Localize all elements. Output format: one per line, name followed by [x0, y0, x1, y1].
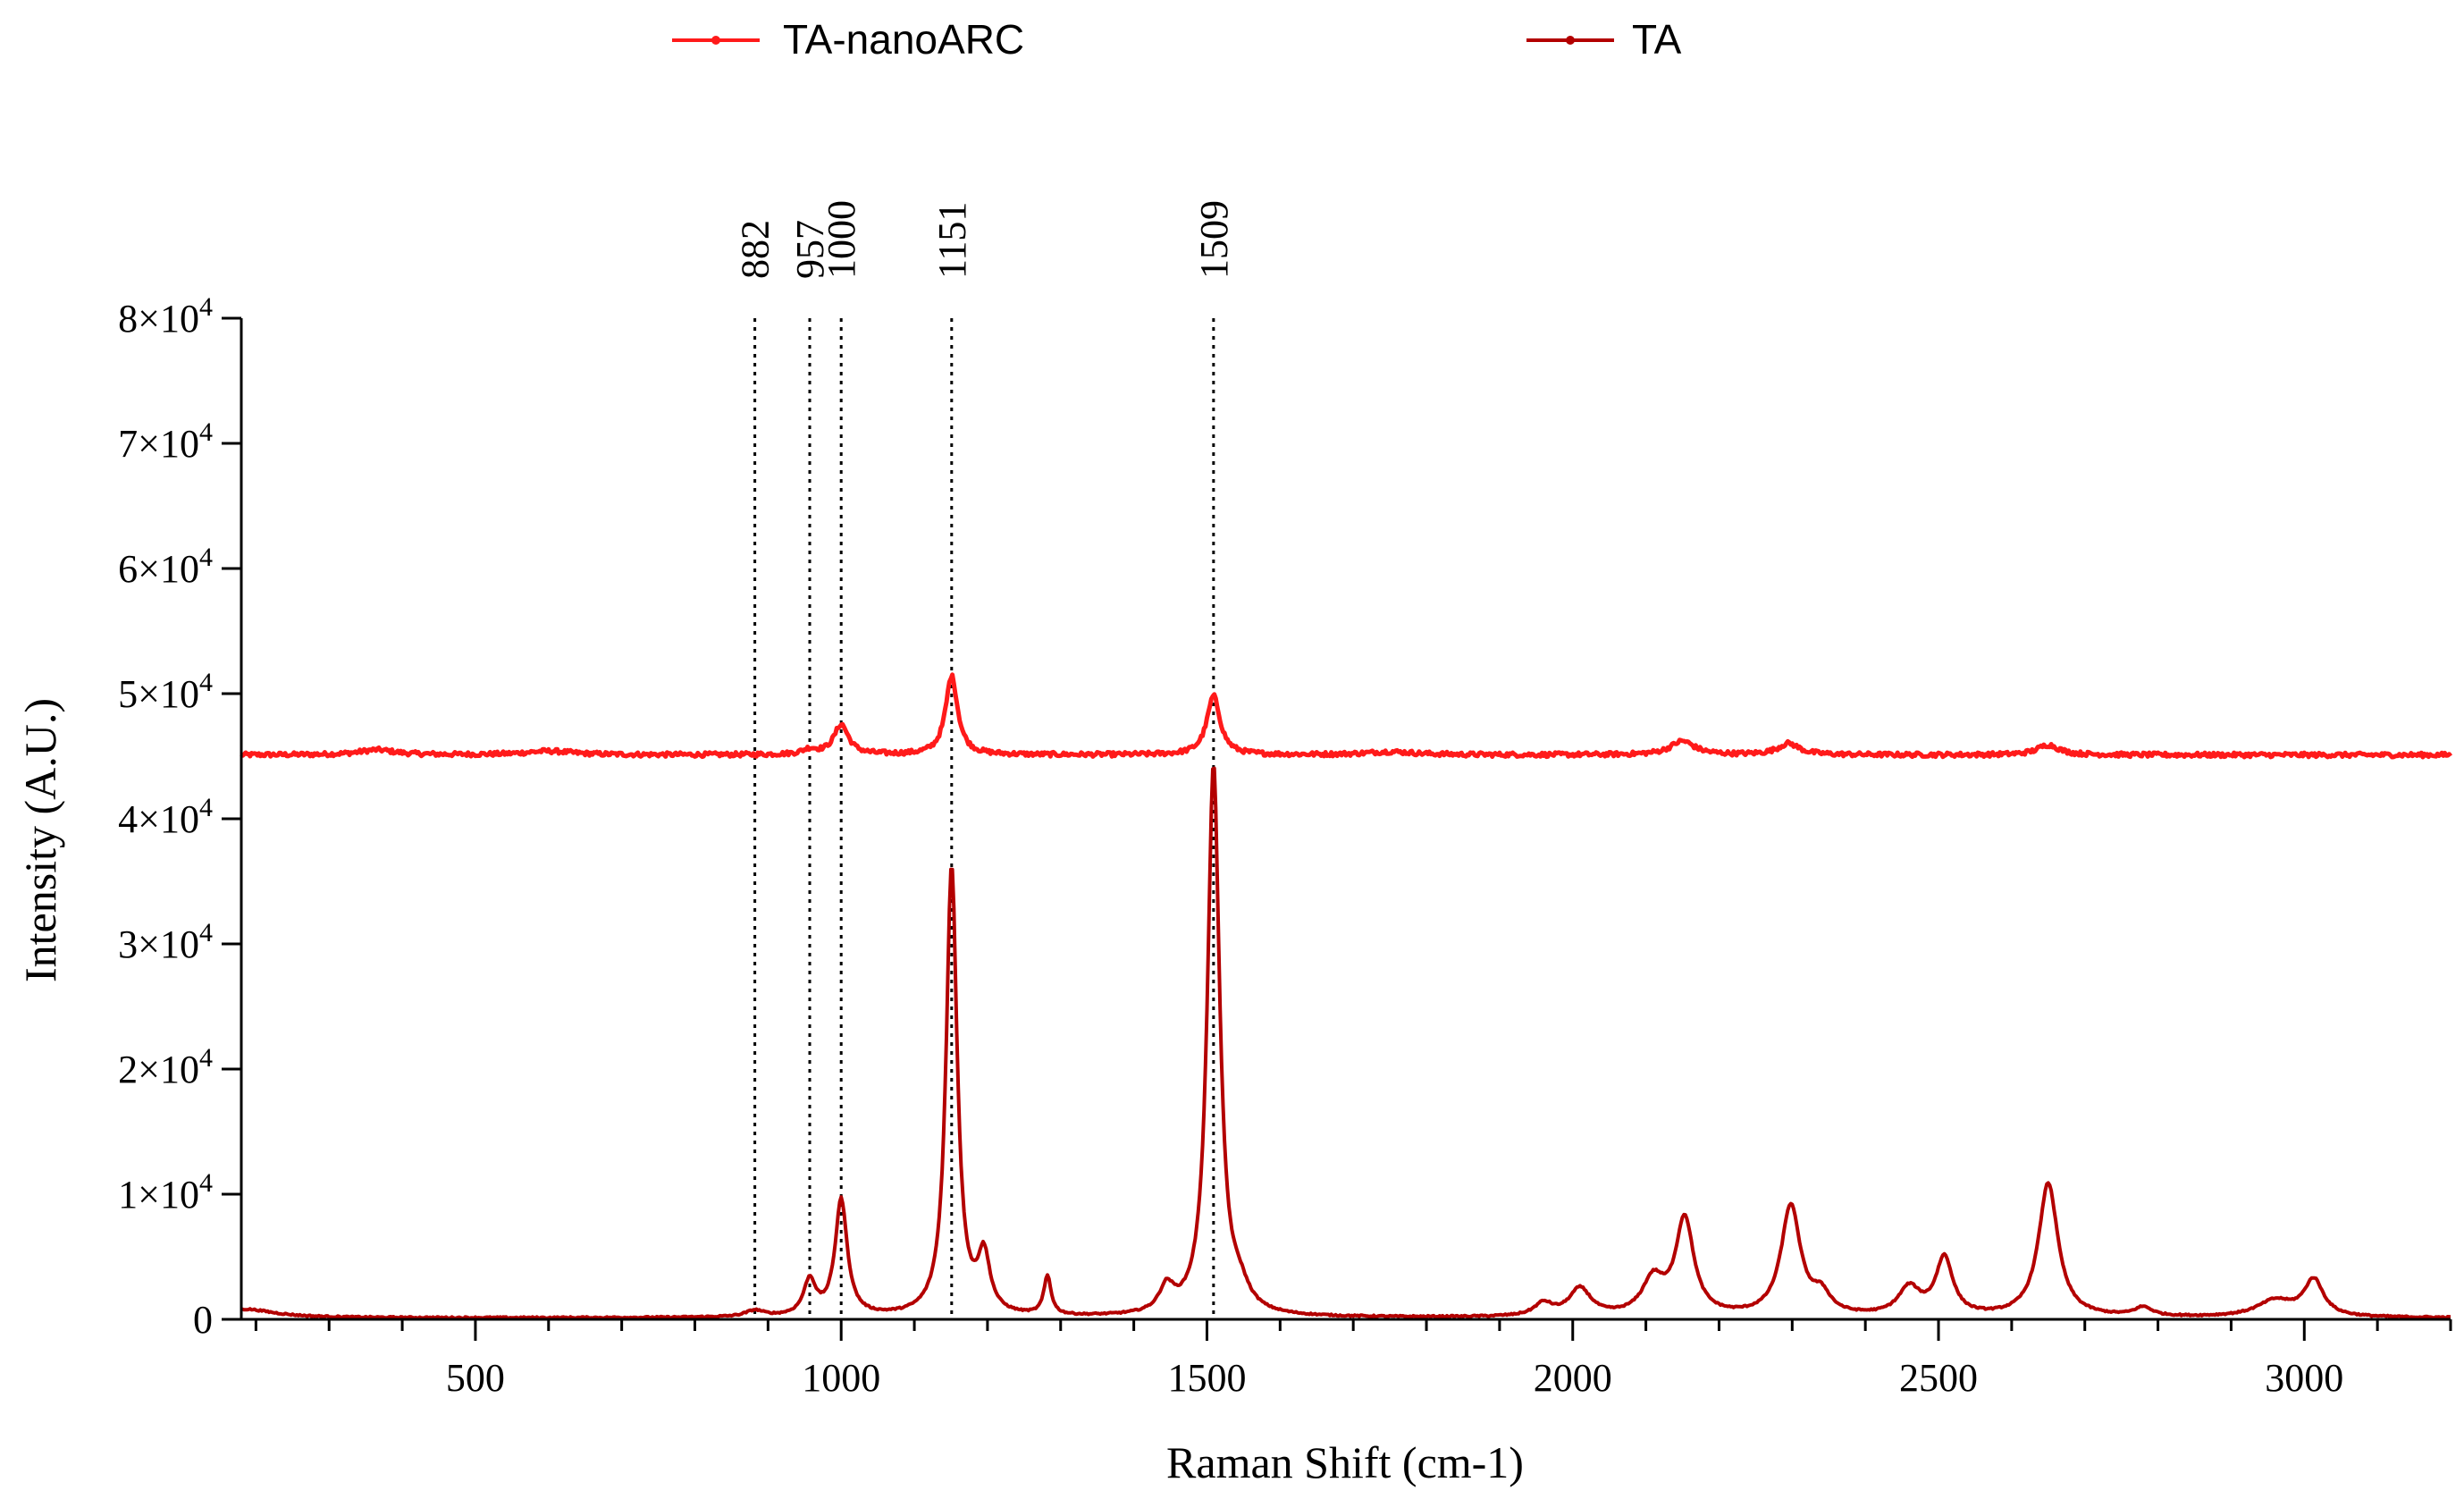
legend-marker-ta	[1566, 36, 1575, 45]
series-line-ta	[240, 766, 2451, 1320]
y-tick-label: 5×104	[118, 668, 213, 716]
y-tick-label: 8×104	[118, 292, 213, 341]
x-tick-label: 1000	[802, 1356, 880, 1400]
peak-label-1000: 1000	[820, 200, 863, 279]
x-tick-label: 500	[446, 1356, 505, 1400]
legend-marker-ta-nanoarc	[711, 36, 720, 45]
peak-label-957: 957	[788, 220, 832, 279]
legend-label-ta: TA	[1632, 16, 1682, 63]
y-tick-label: 2×104	[118, 1043, 213, 1091]
y-tick-label: 7×104	[118, 417, 213, 466]
x-axis-title: Raman Shift (cm-1)	[1166, 1437, 1524, 1487]
peak-label-1151: 1151	[930, 202, 974, 279]
y-tick-label: 3×104	[118, 918, 213, 966]
series-lines	[240, 672, 2453, 1320]
peak-label-882: 882	[734, 220, 778, 279]
axis-ticks: 500 1000 1500 2000 2500 3000 0 1×104 2×104 3×104 4…	[118, 292, 2452, 1400]
y-tick-label: 6×104	[118, 543, 213, 591]
legend-item-ta: TA	[1526, 16, 1682, 63]
legend-label-ta-nanoarc: TA-nanoARC	[783, 16, 1024, 63]
y-axis-title: Intensity (A.U.)	[15, 698, 65, 982]
x-tick-label: 2500	[1899, 1356, 1978, 1400]
x-tick-label: 3000	[2265, 1356, 2343, 1400]
series-line-ta-nanoarc	[240, 672, 2453, 760]
y-tick-label: 4×104	[118, 793, 213, 841]
peak-label-1509: 1509	[1192, 200, 1236, 279]
y-tick-label: 0	[193, 1298, 213, 1342]
y-tick-label: 1×104	[118, 1168, 213, 1217]
x-tick-label: 2000	[1534, 1356, 1612, 1400]
x-tick-label: 1500	[1167, 1356, 1246, 1400]
legend-item-ta-nanoarc: TA-nanoARC	[672, 16, 1024, 63]
legend: TA-nanoARC TA	[672, 16, 1682, 63]
